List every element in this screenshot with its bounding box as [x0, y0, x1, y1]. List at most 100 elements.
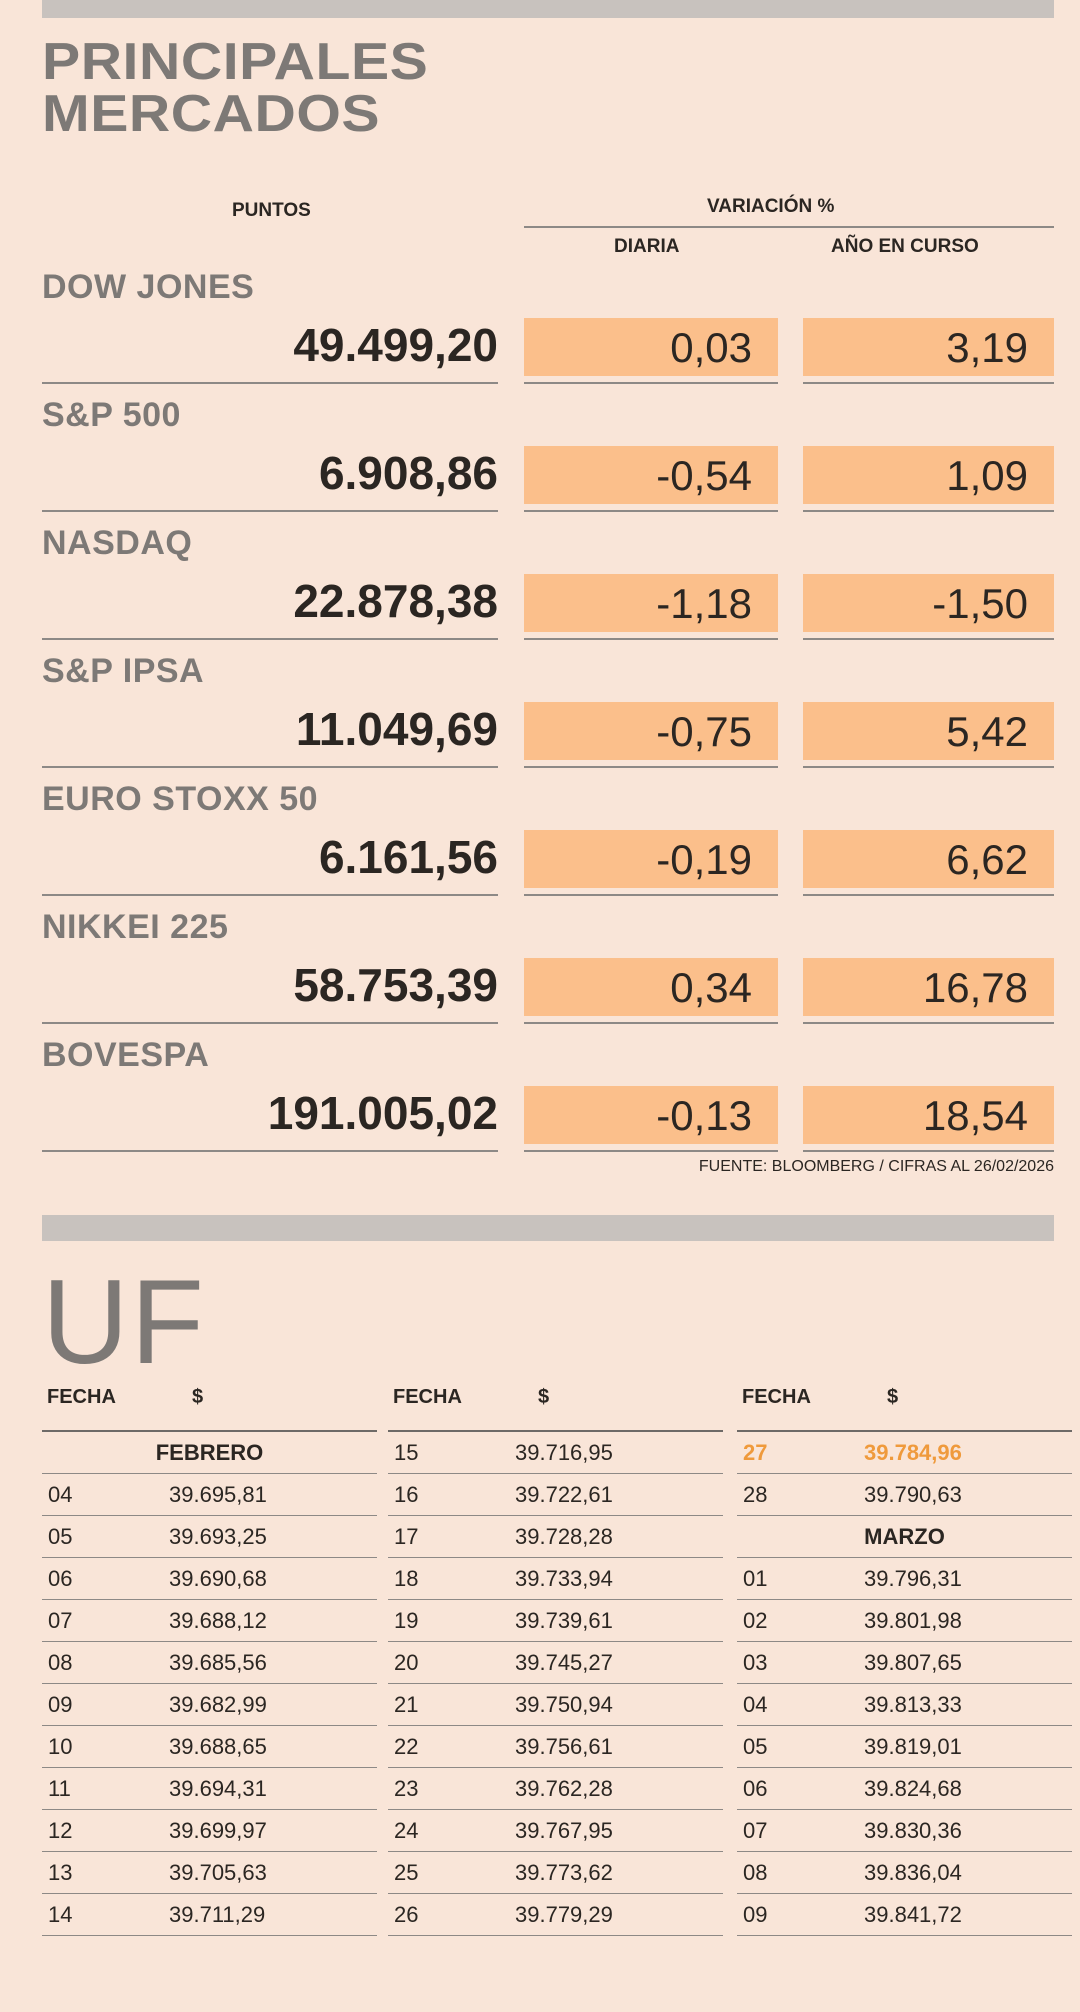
uf-row: 18 39.733,94 [388, 1558, 723, 1600]
uf-title: UF [42, 1255, 206, 1389]
uf-row: 07 39.688,12 [42, 1600, 377, 1642]
top-divider-bar [42, 0, 1054, 18]
market-name: S&P 500 [42, 396, 181, 434]
uf-value: 39.722,61 [515, 1482, 613, 1507]
market-ytd-variation: 18,54 [803, 1086, 1054, 1144]
market-name: NIKKEI 225 [42, 908, 229, 946]
uf-month-label: FEBRERO [42, 1432, 377, 1474]
uf-row: 16 39.722,61 [388, 1474, 723, 1516]
uf-row: 25 39.773,62 [388, 1852, 723, 1894]
market-ytd-variation: -1,50 [803, 574, 1054, 632]
uf-row: 01 39.796,31 [737, 1558, 1072, 1600]
uf-value: 39.699,97 [169, 1818, 267, 1843]
uf-row: 22 39.756,61 [388, 1726, 723, 1768]
uf-row: 02 39.801,98 [737, 1600, 1072, 1642]
uf-row: 03 39.807,65 [737, 1642, 1072, 1684]
uf-date: 09 [48, 1692, 73, 1717]
market-daily-variation: 0,03 [524, 318, 778, 376]
uf-column: FECHA $27 39.784,96 28 39.790,63 MARZO 01 39.79… [737, 1386, 1072, 1936]
uf-value: 39.728,28 [515, 1524, 613, 1549]
uf-date: 27 [743, 1440, 768, 1465]
uf-value: 39.819,01 [864, 1734, 962, 1759]
uf-value: 39.830,36 [864, 1818, 962, 1843]
uf-value-header: $ [887, 1386, 899, 1408]
uf-column-header: FECHA $ [42, 1386, 377, 1430]
uf-date: 11 [48, 1776, 71, 1801]
uf-row-current: 27 39.784,96 [737, 1432, 1072, 1474]
uf-row: 15 39.716,95 [388, 1432, 723, 1474]
variation-cell-rule [524, 1022, 778, 1024]
uf-value: 39.790,63 [864, 1482, 962, 1507]
uf-date: 08 [743, 1860, 768, 1885]
uf-date: 14 [48, 1902, 73, 1927]
market-ytd-variation: 6,62 [803, 830, 1054, 888]
uf-date: 23 [394, 1776, 419, 1801]
market-row-rule [42, 894, 498, 896]
uf-date: 05 [48, 1524, 73, 1549]
market-points: 49.499,20 [293, 319, 498, 371]
page-title: PRINCIPALES MERCADOS [42, 33, 429, 143]
market-row-rule [42, 382, 498, 384]
uf-header-rule [42, 1430, 377, 1432]
uf-value: 39.682,99 [169, 1692, 267, 1717]
market-points: 58.753,39 [293, 959, 498, 1011]
market-row-rule [42, 1022, 498, 1024]
uf-date: 03 [743, 1650, 768, 1675]
market-points: 191.005,02 [267, 1087, 498, 1139]
market-name: BOVESPA [42, 1036, 210, 1074]
uf-date-header: FECHA [47, 1386, 116, 1408]
uf-date: 10 [48, 1734, 73, 1759]
uf-row: 28 39.790,63 [737, 1474, 1072, 1516]
uf-value: 39.693,25 [169, 1524, 267, 1549]
uf-value: 39.807,65 [864, 1650, 962, 1675]
market-daily-variation: -0,54 [524, 446, 778, 504]
variation-cell-rule [524, 382, 778, 384]
market-ytd-variation: 3,19 [803, 318, 1054, 376]
uf-row: 09 39.841,72 [737, 1894, 1072, 1936]
market-name: S&P IPSA [42, 652, 205, 690]
uf-row: 17 39.728,28 [388, 1516, 723, 1558]
uf-date: 21 [394, 1692, 419, 1717]
uf-value: 39.813,33 [864, 1692, 962, 1717]
uf-date-header: FECHA [393, 1386, 462, 1408]
variation-header-rule [524, 226, 1054, 228]
uf-value-header: $ [192, 1386, 204, 1408]
ytd-column-header: AÑO EN CURSO [831, 236, 979, 257]
market-daily-variation: -1,18 [524, 574, 778, 632]
uf-row: 08 39.836,04 [737, 1852, 1072, 1894]
uf-value: 39.756,61 [515, 1734, 613, 1759]
market-name: NASDAQ [42, 524, 193, 562]
uf-value: 39.836,04 [864, 1860, 962, 1885]
uf-value: 39.739,61 [515, 1608, 613, 1633]
uf-date: 15 [394, 1440, 419, 1465]
uf-date: 09 [743, 1902, 768, 1927]
uf-value: 39.762,28 [515, 1776, 613, 1801]
uf-row: 04 39.695,81 [42, 1474, 377, 1516]
market-row-rule [42, 510, 498, 512]
uf-date: 17 [394, 1524, 419, 1549]
variation-cell-rule [803, 894, 1054, 896]
market-ytd-variation: 1,09 [803, 446, 1054, 504]
variation-cell-rule [803, 766, 1054, 768]
variation-cell-rule [803, 382, 1054, 384]
points-column-header: PUNTOS [232, 200, 311, 221]
uf-row: 04 39.813,33 [737, 1684, 1072, 1726]
uf-value: 39.695,81 [169, 1482, 267, 1507]
uf-date: 07 [743, 1818, 768, 1843]
uf-date: 07 [48, 1608, 73, 1633]
uf-column: FECHA $ FEBRERO 04 39.695,81 05 39.693,25 06 39.… [42, 1386, 377, 1936]
uf-row: 10 39.688,65 [42, 1726, 377, 1768]
uf-date: 26 [394, 1902, 419, 1927]
uf-month-label: MARZO [737, 1516, 1072, 1558]
uf-value: 39.841,72 [864, 1902, 962, 1927]
source-note: FUENTE: BLOOMBERG / CIFRAS AL 26/02/2026 [698, 1158, 1054, 1175]
uf-value: 39.688,65 [169, 1734, 267, 1759]
uf-row: 06 39.824,68 [737, 1768, 1072, 1810]
uf-date: 06 [743, 1776, 768, 1801]
uf-row: 23 39.762,28 [388, 1768, 723, 1810]
uf-row: 06 39.690,68 [42, 1558, 377, 1600]
variation-cell-rule [524, 510, 778, 512]
uf-date-header: FECHA [742, 1386, 811, 1408]
variation-cell-rule [524, 1150, 778, 1152]
uf-date: 16 [394, 1482, 419, 1507]
